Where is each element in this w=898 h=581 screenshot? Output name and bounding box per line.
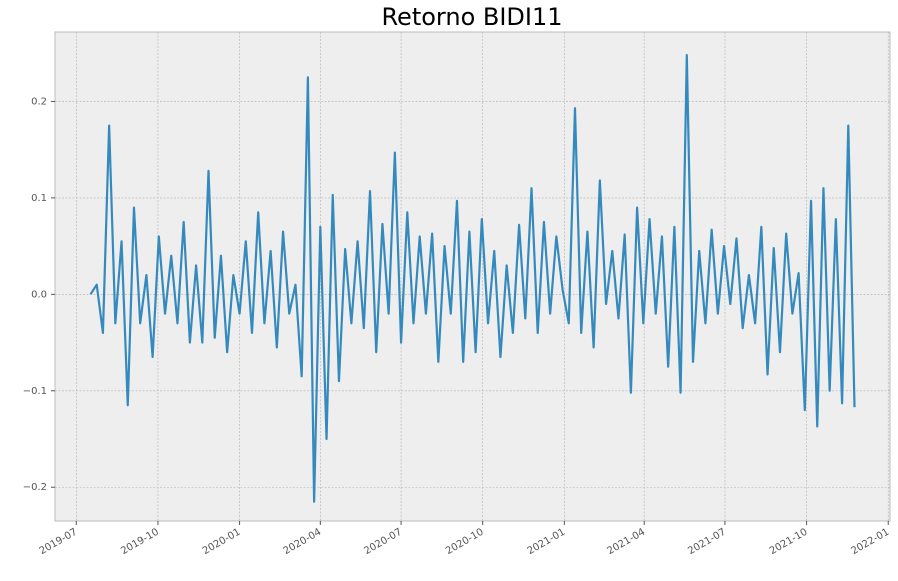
x-tick-label: 2022-01 [850, 527, 892, 557]
x-tick-label: 2019-10 [119, 527, 161, 557]
chart-title: Retorno BIDI11 [381, 3, 562, 31]
y-tick-label: −0.2 [23, 482, 47, 493]
x-tick-label: 2021-01 [526, 527, 568, 557]
x-tick-label: 2019-07 [38, 527, 80, 557]
x-tick-label: 2021-10 [768, 527, 810, 557]
y-tick-label: 0.0 [31, 289, 47, 300]
x-tick-label: 2020-07 [362, 527, 404, 557]
x-tick-label: 2021-04 [606, 527, 648, 557]
x-tick-label: 2020-10 [444, 527, 486, 557]
y-tick-label: 0.1 [31, 193, 47, 204]
y-tick-label: 0.2 [31, 96, 47, 107]
x-tick-label: 2020-01 [201, 527, 243, 557]
x-tick-label: 2021-07 [686, 527, 728, 557]
series-line [89, 54, 856, 503]
x-tick-label: 2020-04 [282, 527, 324, 557]
y-tick-label: −0.1 [23, 386, 47, 397]
